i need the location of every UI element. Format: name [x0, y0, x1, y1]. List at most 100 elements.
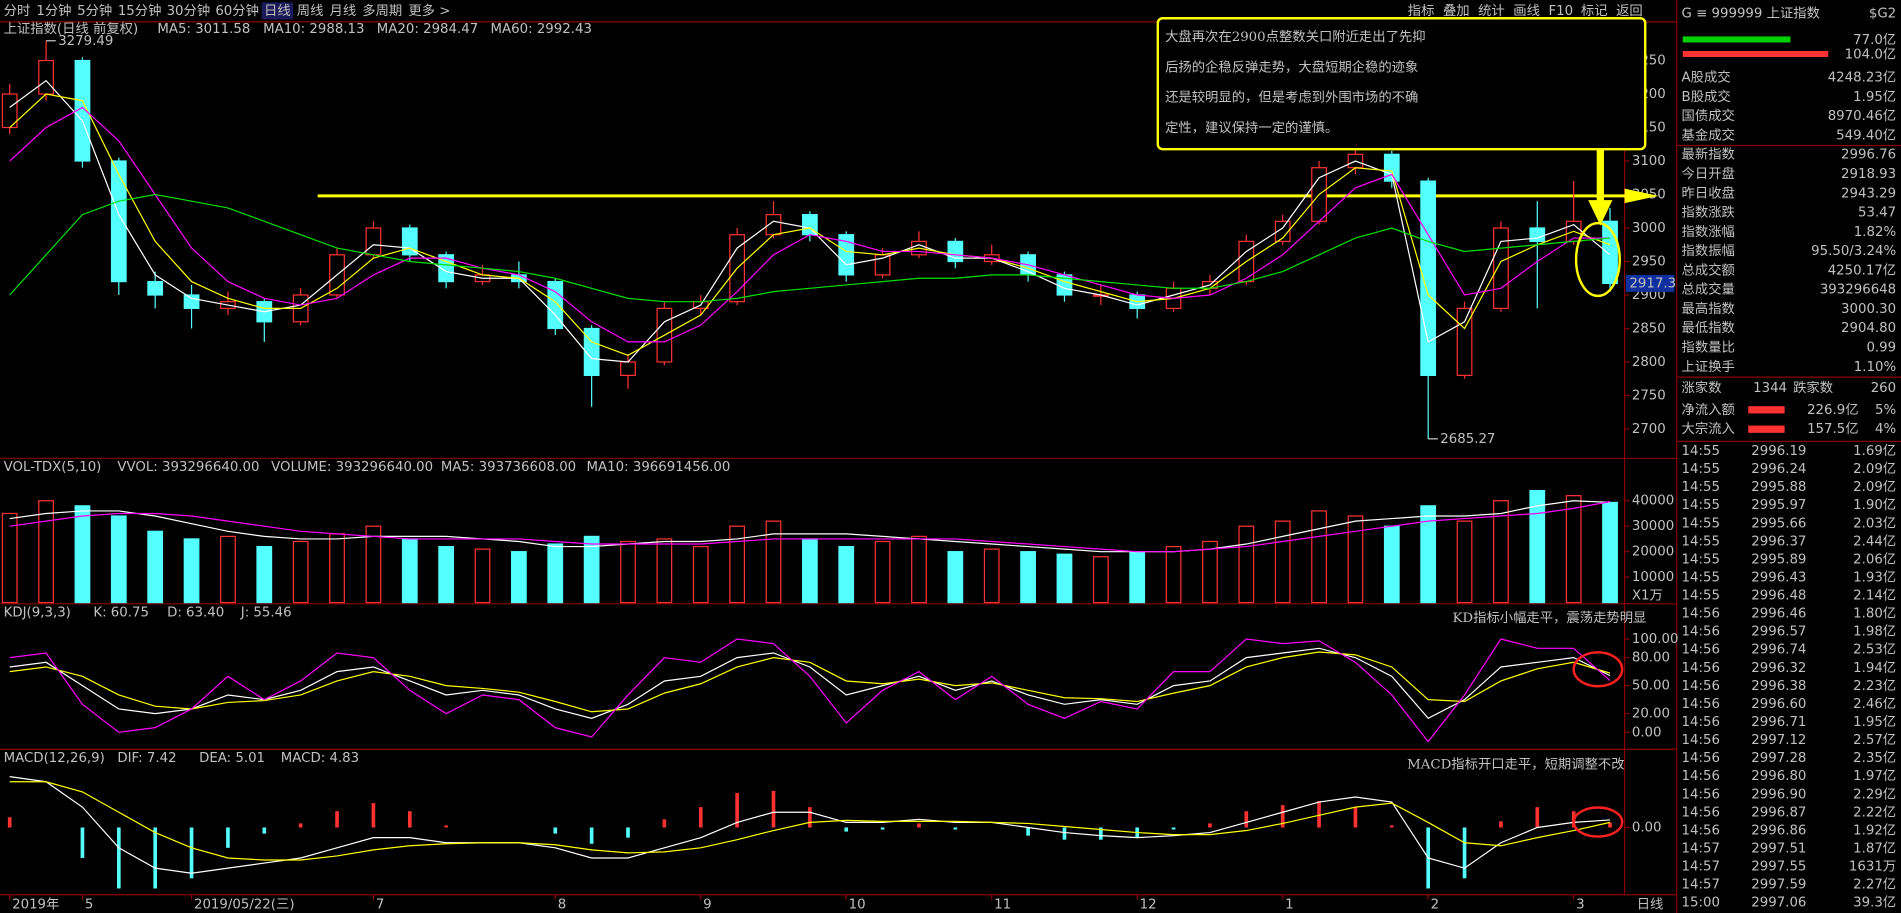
flow-bar [1748, 425, 1785, 433]
tick-price: 2996.86 [1751, 823, 1806, 838]
macd-bar [407, 811, 412, 828]
tick-price: 2996.74 [1751, 643, 1806, 658]
period-tab[interactable]: 1分钟 [36, 2, 71, 19]
quote-label: 指数量比 [1682, 340, 1735, 356]
tick-time: 14:55 [1682, 444, 1720, 459]
tick-volume: 2.44亿 [1853, 533, 1896, 549]
breadth-label: 跌家数 [1793, 379, 1833, 396]
quote-value: 0.99 [1866, 341, 1896, 356]
volume-bar [292, 540, 309, 604]
tick-time: 15:00 [1682, 896, 1720, 911]
volume-bar [438, 545, 455, 604]
macd-bar [444, 825, 448, 828]
tick-volume: 1.87亿 [1853, 840, 1896, 856]
macd-bar [262, 827, 267, 834]
volume-bar [256, 545, 273, 604]
y-tick-label: 80.00 [1632, 651, 1670, 666]
quote-label: 上证换手 [1682, 359, 1735, 375]
period-tab[interactable]: 60分钟 [215, 2, 259, 19]
tick-price: 2996.48 [1751, 589, 1806, 604]
quote-tag: $G2 [1869, 6, 1896, 21]
tool-button[interactable]: 叠加 [1443, 3, 1470, 19]
volume-bar [692, 545, 709, 604]
volume-bar [1311, 510, 1327, 604]
strength-bar [1682, 36, 1791, 43]
candle-body [583, 327, 600, 376]
macd-bar [880, 827, 885, 830]
period-tab[interactable]: 多周期 [362, 2, 402, 19]
y-tick-label: 0.00 [1632, 725, 1662, 740]
tool-button[interactable]: 指标 [1408, 3, 1435, 19]
panel-title: MACD(12,26,9) [4, 751, 105, 766]
tool-button[interactable]: 画线 [1513, 3, 1540, 19]
note-line: 还是较明显的，但是考虑到外围市场的不确 [1165, 89, 1418, 106]
volume-bar [1165, 545, 1182, 604]
tick-price: 2995.89 [1751, 552, 1806, 567]
tool-button[interactable]: 统计 [1478, 3, 1505, 19]
volume-bar [110, 515, 127, 604]
strength-label: 77.0亿 [1853, 32, 1896, 48]
volume-bar [147, 530, 164, 604]
tick-time: 14:56 [1682, 769, 1720, 784]
period-tab[interactable]: 日线 [264, 3, 291, 19]
tool-button[interactable]: 返回 [1616, 3, 1643, 19]
tick-time: 14:55 [1682, 516, 1720, 531]
flow-pct: 5% [1875, 403, 1896, 418]
macd-bar [298, 823, 303, 828]
x-tick-label: 12 [1140, 897, 1157, 912]
tool-button[interactable]: 标记 [1581, 3, 1608, 19]
tick-volume: 1.97亿 [1853, 768, 1896, 784]
tick-price: 2996.43 [1751, 570, 1806, 585]
volume-bar [1202, 540, 1218, 604]
quote-label: 最新指数 [1682, 147, 1735, 163]
quote-label: 总成交量 [1682, 281, 1735, 298]
volume-bar [1347, 515, 1364, 604]
tick-price: 2996.90 [1751, 787, 1806, 802]
volume-bar [1383, 525, 1400, 604]
tick-price: 2996.32 [1751, 661, 1806, 676]
volume-bar [583, 535, 600, 604]
period-tab[interactable]: 周线 [297, 3, 324, 19]
volume-bar [365, 525, 382, 604]
tick-price: 2995.97 [1751, 498, 1806, 513]
cursor-box [1625, 274, 1675, 292]
quote-value: 2943.29 [1841, 186, 1896, 201]
quote-value: 1.10% [1854, 360, 1896, 375]
tick-time: 14:55 [1682, 552, 1720, 567]
legend-entry: MA5: 393736608.00 [441, 460, 576, 475]
volume-bar [1493, 500, 1509, 604]
tick-time: 14:56 [1682, 751, 1720, 766]
period-tab[interactable]: 分时 [4, 3, 31, 19]
period-tab[interactable]: 5分钟 [77, 2, 112, 19]
tick-price: 2996.80 [1751, 769, 1806, 784]
quote-label: 指数涨跌 [1682, 205, 1735, 221]
macd-bar [1608, 822, 1612, 828]
tool-button[interactable]: F10 [1548, 4, 1573, 19]
period-tab[interactable]: 月线 [330, 3, 357, 19]
tick-price: 2997.55 [1751, 860, 1806, 875]
volume-bar [547, 543, 564, 604]
period-tab[interactable]: 30分钟 [167, 2, 211, 19]
volume-bar [1456, 520, 1473, 604]
cursor-label: 2917.3 [1629, 276, 1676, 291]
macd-bar [808, 807, 812, 828]
tick-time: 14:56 [1682, 679, 1720, 694]
period-tab[interactable]: 15分钟 [118, 2, 162, 19]
tick-time: 14:56 [1682, 643, 1720, 658]
quote-label: 今日开盘 [1682, 165, 1735, 182]
y-tick-label: 3100 [1632, 154, 1666, 169]
quote-value: 4248.23亿 [1828, 70, 1896, 86]
tick-volume: 2.35亿 [1853, 750, 1896, 766]
macd-bar [1462, 827, 1467, 879]
candle-body [547, 280, 564, 330]
period-tab[interactable]: 更多 > [408, 2, 450, 19]
macd-bar [771, 790, 776, 828]
volume-bar [656, 538, 673, 604]
ma-line [9, 106, 1611, 343]
macd-bar [1499, 821, 1503, 828]
macd-bar [1317, 801, 1321, 828]
y-tick-label: 20.00 [1632, 707, 1670, 722]
quote-value: 3000.30 [1841, 302, 1896, 317]
x-tick-label: 1 [1285, 897, 1293, 912]
tick-time: 14:55 [1682, 480, 1720, 495]
